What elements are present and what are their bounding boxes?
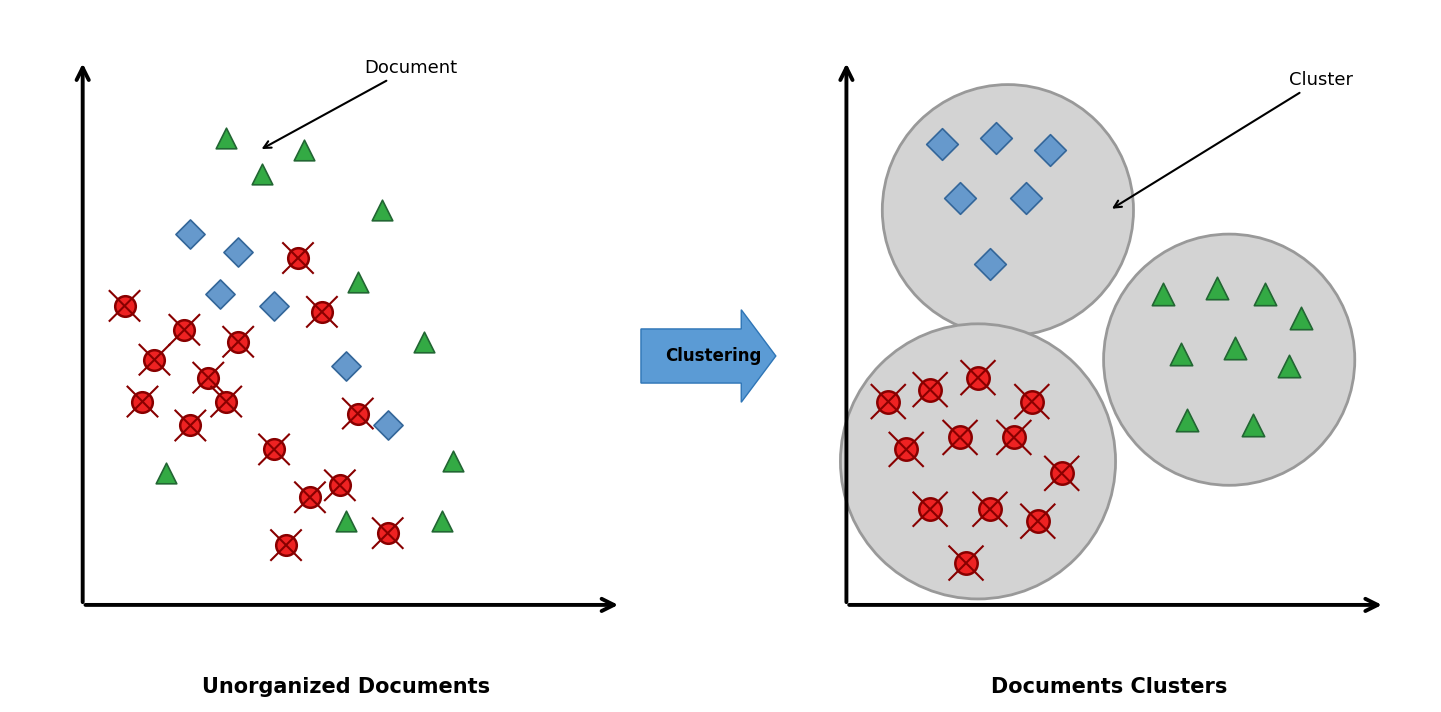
Point [1176,414,1199,425]
Point [1278,360,1301,372]
Point [143,354,166,365]
Point [209,288,232,300]
Text: Cluster: Cluster [1114,70,1353,207]
Point [226,246,249,258]
Point [1206,282,1229,293]
Point [262,444,285,455]
Circle shape [840,324,1115,599]
Point [442,456,465,467]
Point [978,258,1001,270]
Point [154,468,177,479]
Point [954,557,977,569]
Point [1050,468,1074,479]
Point [1026,515,1049,527]
Point [948,431,971,443]
Circle shape [1104,234,1355,486]
Point [1020,396,1043,407]
Point [412,336,435,347]
Point [967,372,990,383]
Point [310,306,333,318]
Point [1242,420,1265,431]
Text: Document: Document [264,58,457,148]
Point [1290,312,1313,323]
Point [298,491,321,503]
Point [179,420,202,431]
Point [274,540,297,551]
Point [1223,342,1246,353]
Point [112,300,135,312]
Point [918,503,941,515]
Point [251,169,274,180]
Point [215,396,238,407]
Point [226,336,249,347]
Point [334,360,357,372]
Point [1003,431,1026,443]
Point [215,132,238,144]
Circle shape [882,85,1134,336]
Point [918,384,941,395]
Point [1014,192,1038,204]
Point [376,420,399,431]
Point [197,372,220,383]
Point [1151,288,1174,300]
Point [978,503,1001,515]
Point [370,204,393,216]
Point [376,528,399,539]
Point [1038,145,1061,156]
Point [287,252,310,263]
Point [346,408,369,419]
Text: Unorganized Documents: Unorganized Documents [202,676,490,696]
Point [931,139,954,150]
Text: Clustering: Clustering [666,347,762,365]
FancyArrow shape [641,310,775,402]
Point [262,300,285,312]
Text: Documents Clusters: Documents Clusters [991,676,1228,696]
Point [895,444,918,455]
Point [334,515,357,527]
Point [876,396,899,407]
Point [131,396,154,407]
Point [173,324,196,335]
Point [1170,348,1193,360]
Point [984,132,1007,144]
Point [429,515,452,527]
Point [346,276,369,288]
Point [948,192,971,204]
Point [329,480,352,491]
Point [179,229,202,240]
Point [293,145,316,156]
Point [1254,288,1277,300]
